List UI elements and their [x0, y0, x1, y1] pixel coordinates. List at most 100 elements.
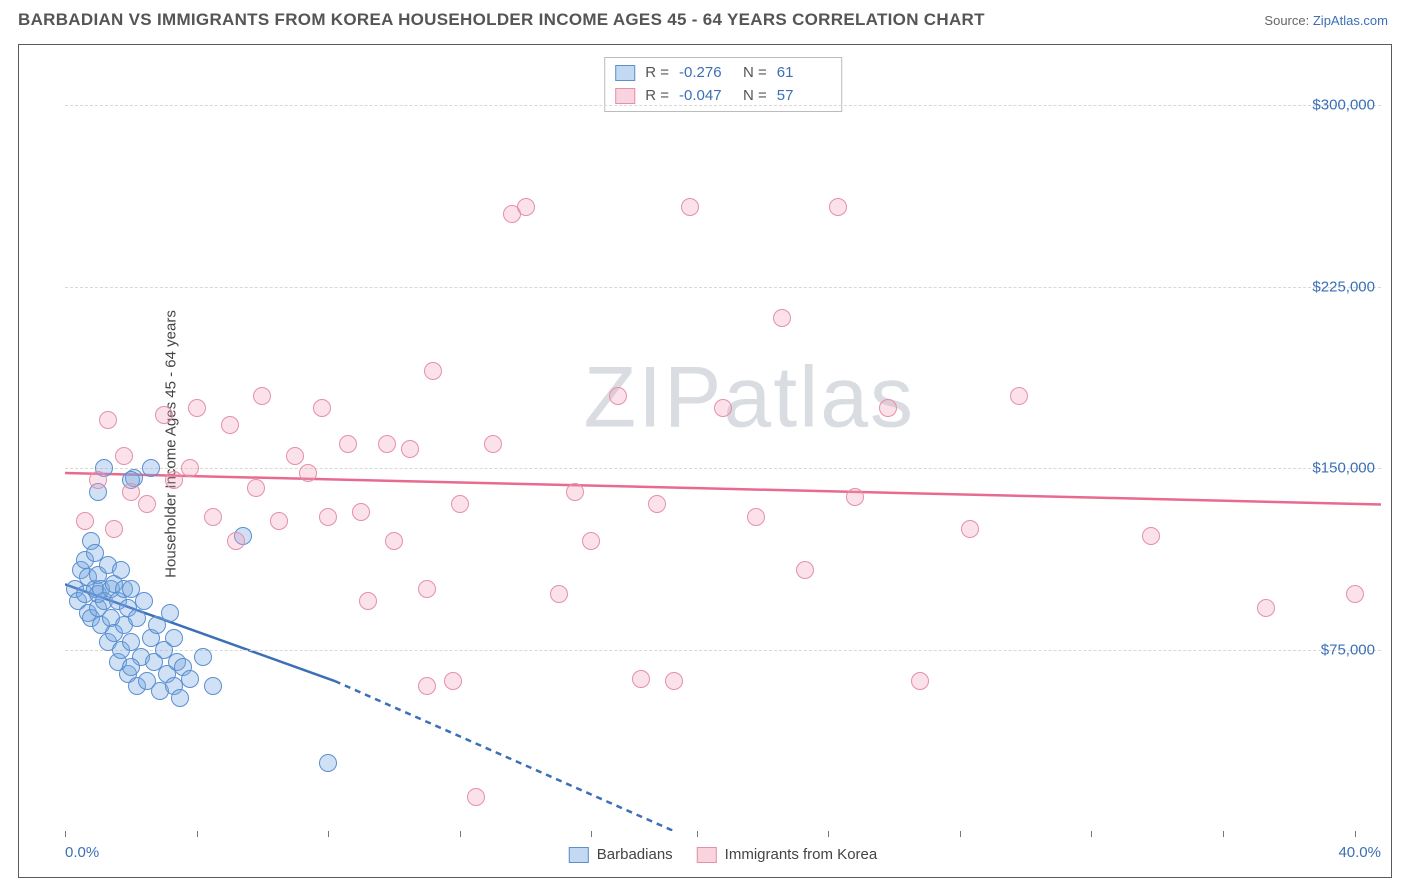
source-link[interactable]: ZipAtlas.com [1313, 13, 1388, 28]
data-point [424, 362, 442, 380]
data-point [961, 520, 979, 538]
data-point [648, 495, 666, 513]
x-axis-min-label: 0.0% [65, 844, 99, 861]
data-point [204, 508, 222, 526]
data-point [517, 198, 535, 216]
legend-item-korea: Immigrants from Korea [697, 846, 878, 863]
y-tick-label: $75,000 [1321, 641, 1375, 658]
data-point [105, 520, 123, 538]
data-point [444, 672, 462, 690]
plot-area: Householder Income Ages 45 - 64 years ZI… [65, 57, 1381, 831]
trend-lines [65, 57, 1381, 831]
data-point [161, 604, 179, 622]
data-point [227, 532, 245, 550]
x-tick-mark [460, 831, 461, 837]
data-point [286, 447, 304, 465]
data-point [1010, 387, 1028, 405]
x-tick-mark [1223, 831, 1224, 837]
n-label: N = [743, 62, 767, 85]
data-point [911, 672, 929, 690]
x-tick-mark [828, 831, 829, 837]
data-point [1346, 585, 1364, 603]
data-point [747, 508, 765, 526]
data-point [829, 198, 847, 216]
swatch-blue-icon [569, 847, 589, 863]
data-point [773, 309, 791, 327]
swatch-pink-icon [697, 847, 717, 863]
data-point [632, 670, 650, 688]
data-point [1142, 527, 1160, 545]
data-point [609, 387, 627, 405]
grid-line [65, 105, 1381, 106]
watermark: ZIPatlas [584, 348, 915, 447]
data-point [566, 483, 584, 501]
source-attribution: Source: ZipAtlas.com [1264, 13, 1388, 28]
data-point [418, 580, 436, 598]
data-point [247, 479, 265, 497]
y-axis-label: Householder Income Ages 45 - 64 years [162, 310, 179, 578]
series-legend: Barbadians Immigrants from Korea [569, 846, 877, 863]
data-point [270, 512, 288, 530]
x-axis-max-label: 40.0% [1338, 844, 1381, 861]
data-point [451, 495, 469, 513]
data-point [339, 435, 357, 453]
grid-line [65, 650, 1381, 651]
data-point [89, 471, 107, 489]
swatch-pink-icon [615, 88, 635, 104]
legend-label-barbadians: Barbadians [597, 846, 673, 863]
y-tick-label: $150,000 [1312, 460, 1375, 477]
data-point [796, 561, 814, 579]
x-tick-mark [65, 831, 66, 837]
data-point [204, 677, 222, 695]
data-point [165, 471, 183, 489]
data-point [484, 435, 502, 453]
n-value-korea: 57 [777, 85, 831, 108]
x-tick-mark [960, 831, 961, 837]
y-tick-label: $225,000 [1312, 278, 1375, 295]
x-tick-mark [1091, 831, 1092, 837]
y-tick-label: $300,000 [1312, 97, 1375, 114]
data-point [194, 648, 212, 666]
data-point [142, 459, 160, 477]
grid-line [65, 468, 1381, 469]
data-point [401, 440, 419, 458]
data-point [665, 672, 683, 690]
chart-frame: Householder Income Ages 45 - 64 years ZI… [18, 44, 1392, 878]
stats-row-barbadians: R = -0.276 N = 61 [615, 62, 831, 85]
source-label: Source: [1264, 13, 1309, 28]
data-point [76, 512, 94, 530]
data-point [352, 503, 370, 521]
stats-row-korea: R = -0.047 N = 57 [615, 85, 831, 108]
data-point [253, 387, 271, 405]
data-point [299, 464, 317, 482]
data-point [319, 754, 337, 772]
header: BARBADIAN VS IMMIGRANTS FROM KOREA HOUSE… [0, 0, 1406, 36]
page-title: BARBADIAN VS IMMIGRANTS FROM KOREA HOUSE… [18, 10, 985, 30]
data-point [681, 198, 699, 216]
swatch-blue-icon [615, 65, 635, 81]
data-point [385, 532, 403, 550]
legend-item-barbadians: Barbadians [569, 846, 673, 863]
data-point [714, 399, 732, 417]
data-point [112, 561, 130, 579]
data-point [115, 447, 133, 465]
n-label: N = [743, 85, 767, 108]
data-point [181, 670, 199, 688]
x-tick-mark [591, 831, 592, 837]
data-point [122, 658, 140, 676]
x-tick-mark [697, 831, 698, 837]
data-point [582, 532, 600, 550]
data-point [155, 406, 173, 424]
x-tick-mark [1355, 831, 1356, 837]
grid-line [65, 287, 1381, 288]
data-point [879, 399, 897, 417]
data-point [188, 399, 206, 417]
data-point [467, 788, 485, 806]
data-point [378, 435, 396, 453]
data-point [165, 629, 183, 647]
data-point [99, 411, 117, 429]
data-point [550, 585, 568, 603]
r-value-barbadians: -0.276 [679, 62, 733, 85]
legend-label-korea: Immigrants from Korea [725, 846, 878, 863]
data-point [359, 592, 377, 610]
